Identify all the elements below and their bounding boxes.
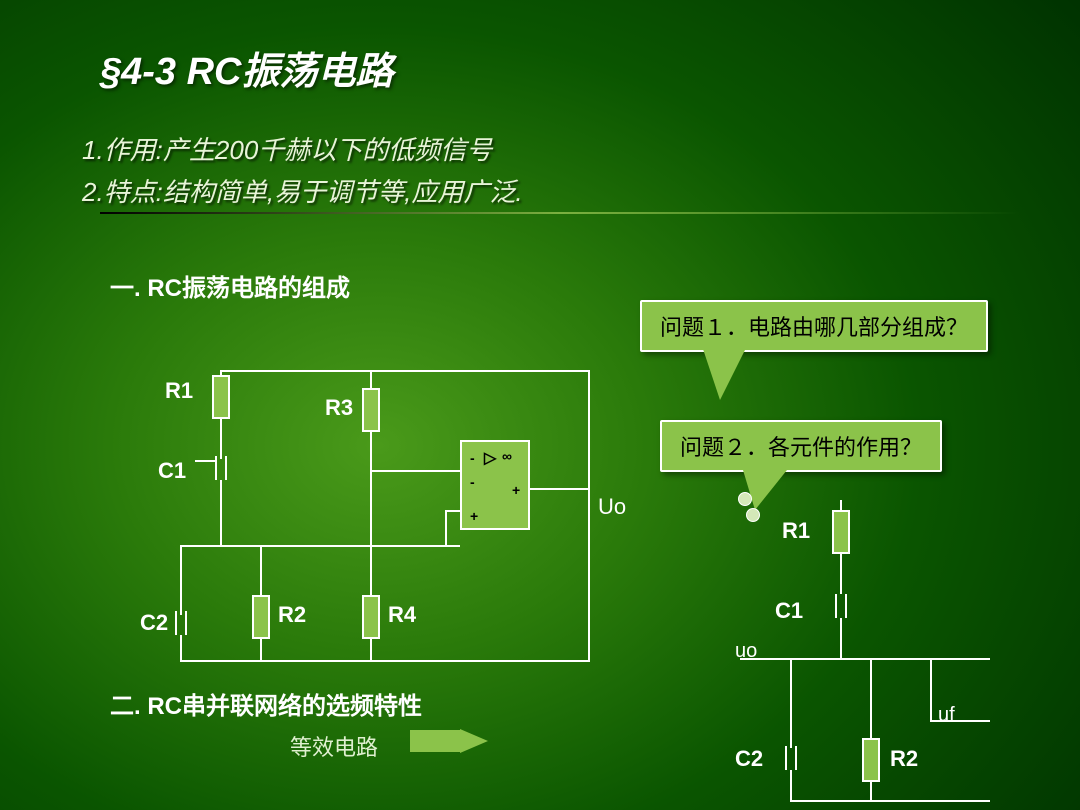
opamp: - ▷ ∞ - + +	[460, 440, 530, 530]
wire	[588, 370, 590, 490]
label-c2: C2	[140, 610, 168, 636]
wire	[195, 460, 215, 462]
arrow-head-icon	[460, 729, 488, 753]
wire	[870, 782, 872, 800]
wire	[220, 419, 222, 459]
wire	[790, 770, 792, 800]
resistor-r1	[212, 375, 230, 419]
resistor-r3	[362, 388, 380, 432]
eq-label-uf: uf	[938, 704, 955, 727]
subhead-1: 一. RC振荡电路的组成	[110, 268, 350, 303]
wire	[260, 639, 262, 660]
page-title: §4-3 RC振荡电路	[100, 40, 394, 95]
callout-dot-1	[738, 492, 752, 506]
arrow-body	[410, 730, 460, 752]
label-uo: Uo	[598, 494, 626, 520]
opamp-plus-out: +	[512, 482, 520, 498]
bullet-1: 1.作用:产生200千赫以下的低频信号	[82, 130, 492, 167]
eq-label-c1: C1	[775, 598, 803, 624]
opamp-minus2: -	[470, 474, 475, 490]
wire	[220, 480, 222, 545]
wire	[840, 500, 842, 510]
label-eqcirc: 等效电路	[290, 730, 378, 762]
eq-resistor-r2	[862, 738, 880, 782]
callout-q1-tail	[700, 340, 750, 400]
wire	[220, 370, 590, 372]
wire	[370, 370, 372, 390]
wire	[840, 618, 842, 658]
eq-resistor-r1	[832, 510, 850, 554]
opamp-minus: -	[470, 450, 475, 466]
wire	[530, 488, 590, 490]
wire	[588, 488, 590, 660]
bullet-2: 2.特点:结构简单,易于调节等,应用广泛.	[82, 172, 523, 209]
wire	[740, 658, 990, 660]
eq-label-r2: R2	[890, 746, 918, 772]
divider	[100, 212, 1020, 214]
wire	[180, 660, 590, 662]
callout-dot-2	[746, 508, 760, 522]
resistor-r2	[252, 595, 270, 639]
wire	[840, 554, 842, 594]
label-c1: C1	[158, 458, 186, 484]
wire	[790, 800, 990, 802]
wire	[180, 545, 460, 547]
wire	[790, 658, 792, 748]
wire	[370, 639, 372, 660]
opamp-tri: ▷	[484, 448, 496, 468]
wire	[930, 658, 932, 722]
wire	[445, 510, 447, 547]
opamp-plus-in: +	[470, 508, 478, 524]
wire	[445, 510, 460, 512]
callout-q1: 问题１．电路由哪几部分组成？	[640, 300, 988, 352]
wire	[370, 470, 372, 595]
label-r1: R1	[165, 378, 193, 404]
callout-q2: 问题２．各元件的作用？	[660, 420, 942, 472]
eq-label-r1: R1	[782, 518, 810, 544]
eq-label-uo: uo	[735, 640, 757, 663]
wire	[870, 658, 872, 738]
wire	[370, 432, 372, 470]
label-r3: R3	[325, 395, 353, 421]
wire	[260, 545, 262, 595]
eq-label-c2: C2	[735, 746, 763, 772]
subhead-2: 二. RC串并联网络的选频特性	[110, 686, 422, 721]
resistor-r4	[362, 595, 380, 639]
wire	[180, 545, 182, 615]
label-r4: R4	[388, 602, 416, 628]
wire	[370, 470, 460, 472]
label-r2: R2	[278, 602, 306, 628]
wire	[180, 635, 182, 660]
opamp-inf: ∞	[502, 448, 512, 464]
